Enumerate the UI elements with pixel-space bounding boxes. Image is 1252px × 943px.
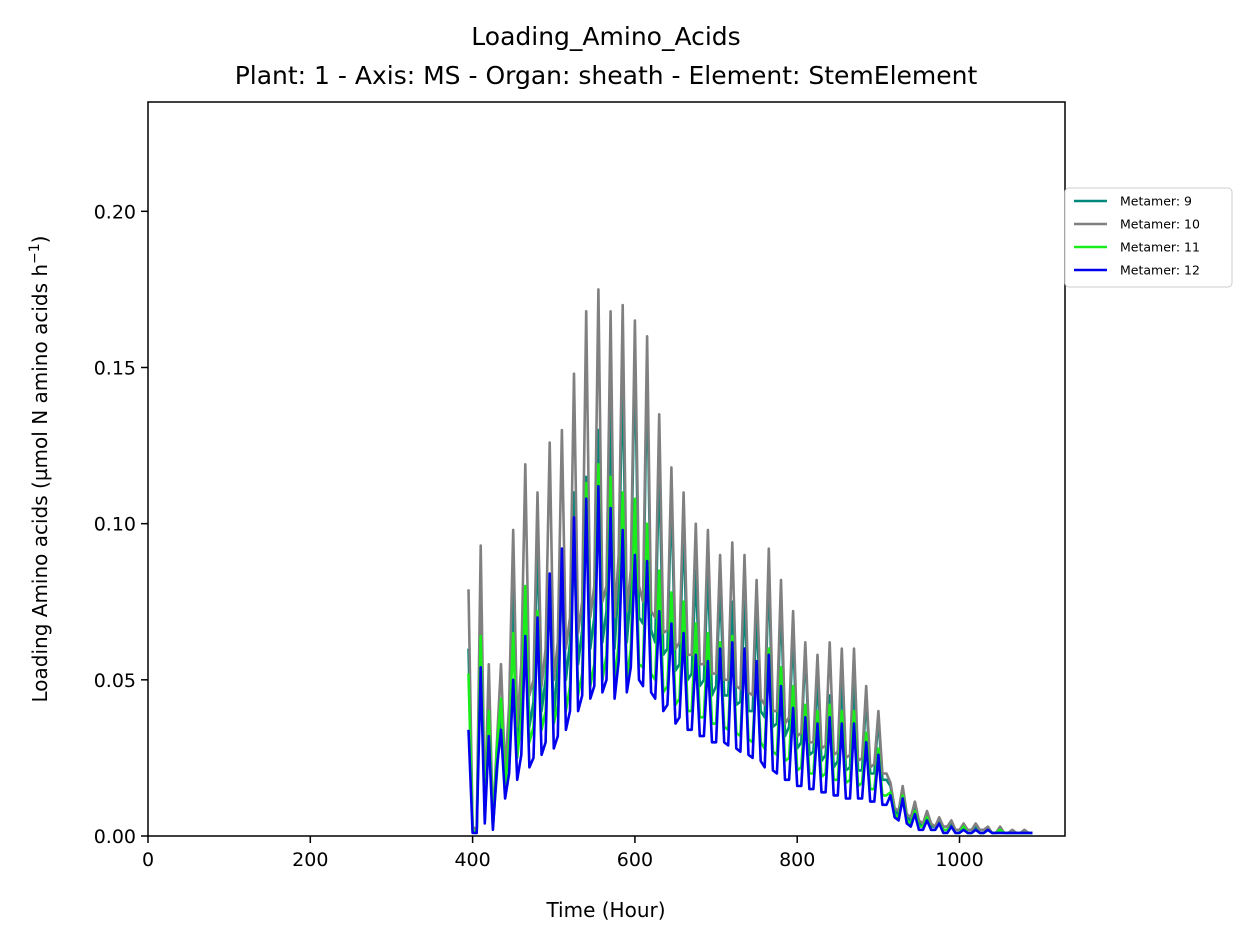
x-tick-label: 600 [617,849,653,871]
series-line-4 [467,484,1033,835]
y-tick-label: 0.15 [94,357,136,379]
x-axis: 0 200 400 600 800 1000 [142,836,984,871]
y-tick-label: 0.20 [94,201,136,223]
y-axis: 0.00 0.05 0.10 0.15 0.20 [94,201,148,848]
legend-label-2: Metamer: 10 [1120,217,1200,232]
series-line-2 [467,288,1033,835]
legend-label-3: Metamer: 11 [1120,240,1200,255]
series-layer [467,288,1033,835]
y-tick-label: 0.00 [94,826,136,848]
y-axis-label: Loading Amino acids (µmol N amino acids … [27,236,52,703]
x-tick-label: 800 [779,849,815,871]
plot-frame [147,101,1066,837]
y-axis-label-superscript: −1 [27,243,43,264]
legend-label-1: Metamer: 9 [1120,194,1192,209]
legend-frame [1064,187,1233,288]
chart-title: Loading_Amino_Acids [471,22,740,51]
x-tick-label: 0 [142,849,154,871]
y-axis-label-main: Loading Amino acids (µmol N amino acids … [28,264,52,703]
x-tick-label: 1000 [935,849,983,871]
y-axis-label-close: ) [28,236,52,244]
legend: Metamer: 9 Metamer: 10 Metamer: 11 Metamer:… [1064,187,1233,288]
x-tick-label: 200 [292,849,328,871]
y-tick-label: 0.05 [94,670,136,692]
chart-subtitle: Plant: 1 - Axis: MS - Organ: sheath - El… [235,61,978,90]
y-tick-label: 0.10 [94,514,136,536]
legend-label-4: Metamer: 12 [1120,263,1200,278]
plot-area [147,101,1066,837]
x-tick-label: 400 [454,849,490,871]
x-axis-label: Time (Hour) [545,898,665,922]
